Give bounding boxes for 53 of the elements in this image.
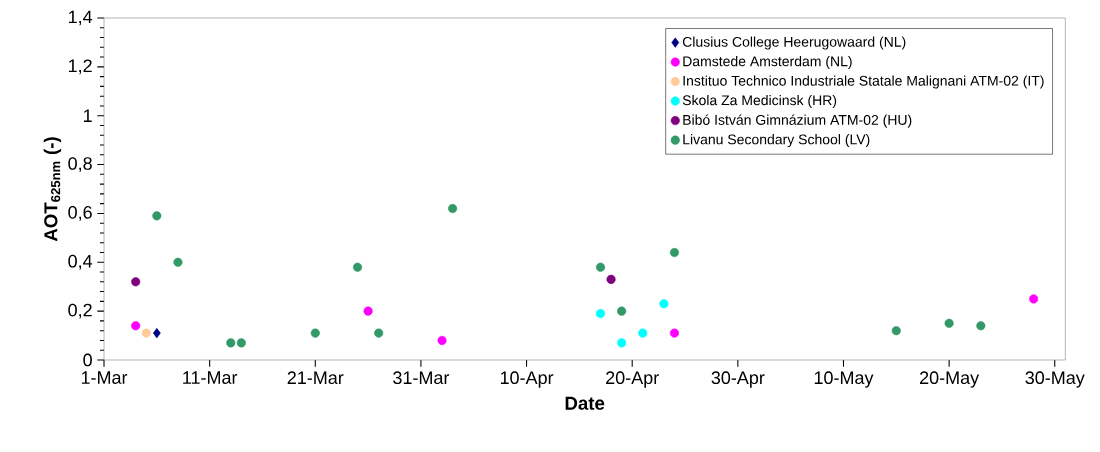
x-tick-label: 31-Mar	[393, 371, 450, 385]
x-axis-title: Date	[565, 396, 605, 410]
legend-label: Damstede Amsterdam (NL)	[683, 56, 852, 70]
point	[944, 318, 954, 328]
x-tick-label: 1-Mar	[81, 371, 128, 384]
point	[374, 328, 384, 338]
x-tick-label: 30-May	[1025, 371, 1085, 388]
x-tick-label: 10-Apr	[500, 371, 554, 388]
point	[152, 211, 162, 221]
point	[606, 274, 616, 284]
x-tick-label: 20-May	[920, 371, 980, 388]
y-tick-label: 1,4	[68, 10, 93, 26]
point	[595, 262, 606, 272]
point	[152, 328, 161, 339]
x-tick-label: 11-Mar	[183, 371, 238, 384]
point	[659, 299, 669, 309]
point	[173, 257, 183, 267]
y-tick-label: 0,6	[68, 205, 92, 221]
y-axis-title: AOT$_{625nm}$ (-)	[43, 137, 62, 242]
point	[638, 328, 648, 338]
point	[669, 247, 679, 258]
y-tick-label: 0	[83, 353, 92, 367]
point	[1029, 294, 1039, 304]
point	[363, 306, 373, 316]
point	[141, 328, 151, 338]
y-tick-label: 0,8	[68, 157, 92, 172]
point	[131, 277, 141, 287]
x-tick-label: 30-Apr	[711, 371, 765, 388]
y-tick-label: 0,4	[68, 254, 93, 270]
x-tick-label: 21-Mar	[287, 371, 344, 385]
y-tick-label: 1	[84, 109, 92, 122]
point	[131, 321, 141, 331]
legend-label: Bibó István Gimnázium ATM-02 (HU)	[683, 114, 912, 128]
y-tick-label: 1,2	[68, 59, 92, 75]
x-tick-label: 10-May	[814, 371, 874, 388]
point	[669, 328, 679, 338]
point	[595, 309, 606, 319]
legend-label: Clusius College Heerugowaard (NL)	[682, 36, 906, 50]
point	[236, 338, 246, 348]
point	[226, 338, 236, 348]
point	[310, 328, 320, 338]
point	[617, 306, 627, 316]
x-tick-label: 20-Apr	[606, 371, 659, 388]
point	[437, 335, 447, 345]
legend-label: Skola Za Medicinsk (HR)	[682, 94, 837, 108]
legend-label: Livanu Secondary School (LV)	[683, 134, 870, 148]
point	[891, 326, 901, 336]
point	[976, 321, 986, 331]
point	[448, 204, 458, 214]
point	[353, 262, 363, 272]
point	[617, 338, 627, 348]
y-tick-label: 0,2	[68, 303, 92, 319]
legend-label: Instituo Technico Industriale Statale Malignani ATM-02 (IT)	[683, 75, 1044, 89]
